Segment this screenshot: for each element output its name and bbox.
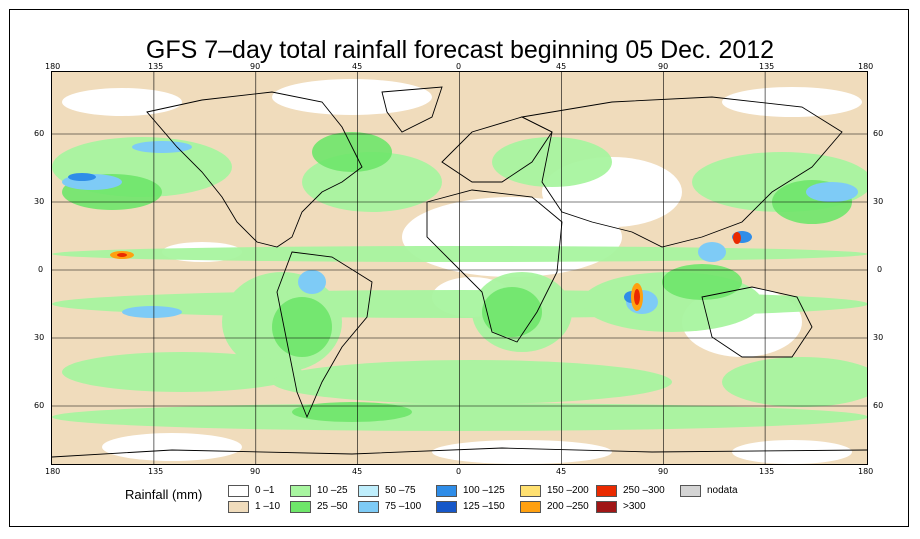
lon-top-label: 90 [658, 62, 669, 71]
lon-bottom-label: 180 [858, 467, 874, 476]
legend-swatch [228, 501, 249, 513]
legend-label: nodata [707, 485, 738, 496]
lon-bottom-label: 135 [148, 467, 164, 476]
lon-top-label: 45 [556, 62, 567, 71]
legend-label: 125 –150 [463, 501, 505, 512]
legend-label: 10 –25 [317, 485, 348, 496]
lat-right-label: 30 [873, 197, 884, 206]
legend-label: 0 –1 [255, 485, 275, 496]
lat-right-label: 0 [877, 265, 883, 274]
lon-bottom-label: 90 [658, 467, 669, 476]
lon-bottom-label: 180 [45, 467, 61, 476]
legend-label: 150 –200 [547, 485, 589, 496]
legend-title: Rainfall (mm) [125, 487, 203, 502]
map-title: GFS 7–day total rainfall forecast beginn… [145, 36, 775, 64]
legend-swatch [680, 485, 701, 497]
legend-swatch [436, 485, 457, 497]
lat-left-label: 30 [34, 333, 45, 342]
lat-left-label: 30 [34, 197, 45, 206]
rainfall-map [51, 71, 868, 465]
legend-label: 200 –250 [547, 501, 589, 512]
lat-right-label: 30 [873, 333, 884, 342]
legend-swatch [290, 485, 311, 497]
legend-swatch [358, 485, 379, 497]
legend-label: >300 [623, 501, 646, 512]
graticule [52, 72, 867, 464]
figure-frame: GFS 7–day total rainfall forecast beginn… [9, 9, 909, 527]
legend-swatch [596, 501, 617, 513]
legend-label: 100 –125 [463, 485, 505, 496]
lon-top-label: 45 [352, 62, 363, 71]
lon-top-label: 135 [759, 62, 775, 71]
lon-top-label: 90 [250, 62, 261, 71]
legend-swatch [520, 485, 541, 497]
legend-swatch [520, 501, 541, 513]
lon-bottom-label: 0 [456, 467, 462, 476]
legend-label: 250 –300 [623, 485, 665, 496]
map-canvas [52, 72, 867, 464]
legend-swatch [436, 501, 457, 513]
lat-left-label: 0 [38, 265, 44, 274]
lat-right-label: 60 [873, 129, 884, 138]
legend-label: 1 –10 [255, 501, 281, 512]
lat-left-label: 60 [34, 401, 45, 410]
legend-label: 25 –50 [317, 501, 348, 512]
lon-top-label: 135 [148, 62, 164, 71]
lon-bottom-label: 45 [556, 467, 567, 476]
lon-bottom-label: 45 [352, 467, 363, 476]
legend-label: 50 –75 [385, 485, 416, 496]
lon-bottom-label: 135 [759, 467, 775, 476]
legend-label: 75 –100 [385, 501, 422, 512]
lon-top-label: 180 [45, 62, 61, 71]
legend-swatch [358, 501, 379, 513]
coastlines [52, 86, 867, 458]
legend-swatch [290, 501, 311, 513]
lat-left-label: 60 [34, 129, 45, 138]
lon-bottom-label: 90 [250, 467, 261, 476]
legend-swatch [596, 485, 617, 497]
rain-heavy [110, 232, 741, 311]
legend-swatch [228, 485, 249, 497]
lat-right-label: 60 [873, 401, 884, 410]
lon-top-label: 0 [456, 62, 462, 71]
lon-top-label: 180 [858, 62, 874, 71]
